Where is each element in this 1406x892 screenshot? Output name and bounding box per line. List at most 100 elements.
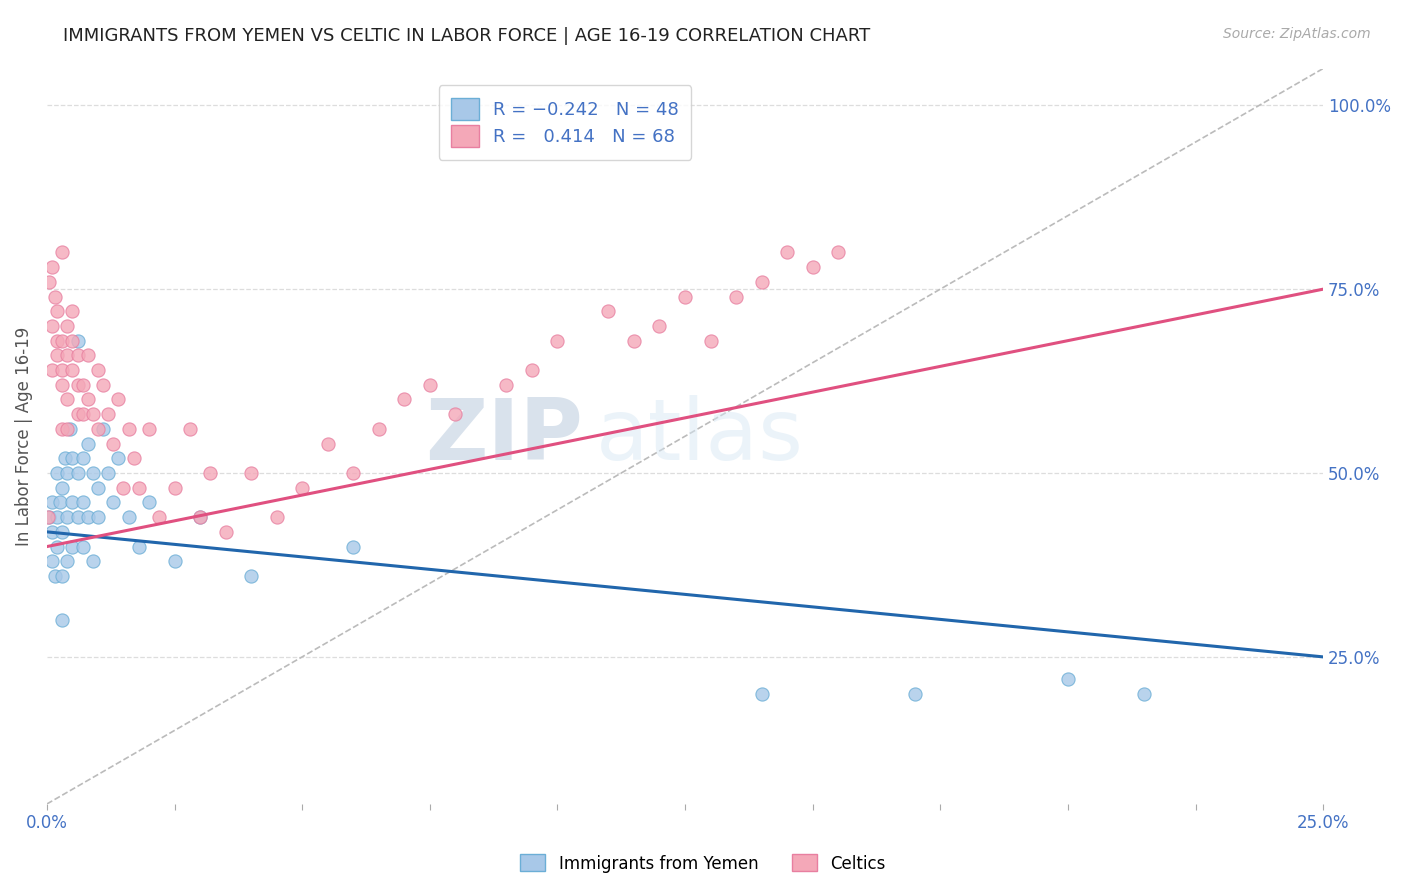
Point: [59, 422, 82, 436]
Point: [751, 275, 773, 289]
Point: [87, 510, 110, 524]
Point: [148, 510, 170, 524]
Point: [62, 304, 84, 318]
Point: [66, 348, 89, 362]
Point: [72, 495, 94, 509]
Point: [188, 510, 211, 524]
Point: [72, 540, 94, 554]
Point: [51, 613, 73, 627]
Point: [51, 569, 73, 583]
Point: [41, 363, 63, 377]
Point: [128, 481, 150, 495]
Point: [82, 407, 104, 421]
Point: [112, 481, 135, 495]
Point: [495, 377, 517, 392]
Point: [41, 260, 63, 274]
Y-axis label: In Labor Force | Age 16-19: In Labor Force | Age 16-19: [15, 326, 32, 546]
Point: [801, 260, 824, 274]
Point: [316, 436, 339, 450]
Point: [66, 377, 89, 392]
Point: [122, 451, 145, 466]
Point: [44, 569, 66, 583]
Text: Source: ZipAtlas.com: Source: ZipAtlas.com: [1223, 27, 1371, 41]
Point: [46, 304, 69, 318]
Point: [82, 466, 104, 480]
Point: [725, 289, 748, 303]
Point: [266, 510, 288, 524]
Point: [72, 407, 94, 421]
Point: [128, 540, 150, 554]
Point: [51, 377, 73, 392]
Point: [56, 348, 79, 362]
Point: [163, 481, 186, 495]
Point: [56, 466, 79, 480]
Point: [41, 554, 63, 568]
Point: [107, 392, 129, 407]
Point: [394, 392, 416, 407]
Point: [41, 524, 63, 539]
Point: [51, 481, 73, 495]
Point: [751, 687, 773, 701]
Point: [76, 392, 98, 407]
Point: [342, 540, 364, 554]
Point: [56, 510, 79, 524]
Point: [62, 495, 84, 509]
Point: [520, 363, 543, 377]
Point: [342, 466, 364, 480]
Legend: R = −0.242   N = 48, R =   0.414   N = 68: R = −0.242 N = 48, R = 0.414 N = 68: [439, 85, 692, 160]
Point: [546, 334, 568, 348]
Point: [76, 348, 98, 362]
Point: [117, 510, 139, 524]
Point: [51, 422, 73, 436]
Point: [240, 466, 263, 480]
Point: [76, 436, 98, 450]
Point: [62, 334, 84, 348]
Point: [51, 524, 73, 539]
Point: [66, 466, 89, 480]
Point: [138, 422, 160, 436]
Point: [827, 245, 849, 260]
Point: [1133, 687, 1156, 701]
Point: [41, 318, 63, 333]
Point: [56, 422, 79, 436]
Point: [179, 422, 201, 436]
Point: [291, 481, 314, 495]
Point: [51, 363, 73, 377]
Point: [51, 334, 73, 348]
Point: [41, 495, 63, 509]
Point: [1057, 672, 1080, 686]
Point: [46, 540, 69, 554]
Point: [367, 422, 389, 436]
Point: [138, 495, 160, 509]
Point: [76, 510, 98, 524]
Point: [419, 377, 441, 392]
Point: [46, 348, 69, 362]
Point: [66, 510, 89, 524]
Point: [46, 334, 69, 348]
Point: [66, 407, 89, 421]
Point: [444, 407, 467, 421]
Point: [648, 318, 671, 333]
Point: [56, 392, 79, 407]
Point: [38, 510, 60, 524]
Point: [97, 407, 120, 421]
Point: [62, 363, 84, 377]
Point: [46, 466, 69, 480]
Point: [53, 451, 76, 466]
Point: [91, 422, 114, 436]
Point: [699, 334, 721, 348]
Point: [103, 436, 125, 450]
Text: atlas: atlas: [596, 395, 804, 478]
Point: [46, 510, 69, 524]
Point: [87, 363, 110, 377]
Point: [56, 554, 79, 568]
Point: [44, 289, 66, 303]
Point: [904, 687, 927, 701]
Point: [623, 334, 645, 348]
Point: [87, 422, 110, 436]
Point: [51, 245, 73, 260]
Point: [87, 481, 110, 495]
Point: [163, 554, 186, 568]
Point: [38, 275, 60, 289]
Text: ZIP: ZIP: [425, 395, 583, 478]
